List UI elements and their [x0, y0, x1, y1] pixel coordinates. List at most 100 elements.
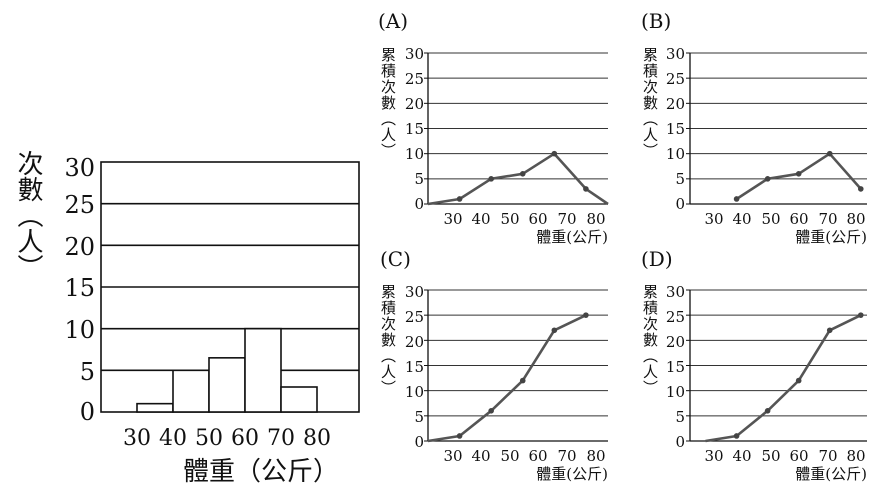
data-point: [488, 408, 494, 414]
y-tick-label: 20: [64, 233, 95, 261]
x-tick-label: 30: [123, 426, 151, 451]
x-tick-label: 40: [471, 210, 490, 228]
y-tick-label: 30: [666, 45, 685, 63]
y-tick-label: 15: [666, 120, 685, 138]
x-tick-label: 40: [732, 447, 751, 465]
x-tick-label: 70: [818, 447, 837, 465]
y-tick-label: 0: [80, 398, 95, 426]
y-tick-label: 15: [405, 120, 424, 138]
series-line: [427, 314, 587, 443]
panel-b: (B) 累積次數（人） 30 25 20 15 10 5 0 30 40 50 …: [641, 9, 867, 246]
y-tick-label: 30: [666, 283, 685, 301]
y-tick-label: 30: [64, 154, 95, 182]
panel-b-x-ticks: 30 40 50 60 70 80: [704, 210, 865, 228]
panel-tag: (A): [378, 9, 408, 33]
data-point: [857, 312, 864, 318]
panel-y-axis-label: 累積次數（人）: [641, 47, 659, 159]
x-tick-label: 80: [846, 447, 865, 465]
x-tick-label: 50: [500, 447, 519, 465]
data-point: [733, 196, 740, 202]
panel-tag: (C): [380, 247, 411, 271]
x-tick-label: 50: [500, 210, 519, 228]
x-tick-label: 80: [586, 210, 605, 228]
data-point: [764, 176, 771, 182]
y-tick-label: 25: [405, 308, 424, 326]
histogram-bars: [136, 327, 318, 413]
panel-tag: (D): [641, 247, 673, 271]
histogram-y-ticks: 30 25 20 15 10 5 0: [64, 154, 95, 426]
panel-y-axis-label: 累積次數（人）: [379, 284, 397, 396]
data-point: [551, 150, 558, 157]
x-tick-label: 30: [443, 447, 462, 465]
x-tick-label: 80: [846, 210, 865, 228]
x-tick-label: 50: [761, 210, 780, 228]
data-point: [795, 171, 802, 177]
data-point: [488, 176, 494, 182]
panel-x-axis-label: 體重(公斤): [536, 228, 608, 246]
x-tick-label: 80: [586, 447, 605, 465]
y-tick-label: 15: [64, 274, 95, 302]
y-tick-label: 0: [675, 195, 685, 213]
panel-c-x-ticks: 30 40 50 60 70 80: [443, 447, 605, 465]
x-tick-label: 30: [704, 210, 723, 228]
y-tick-label: 25: [666, 308, 685, 326]
y-tick-label: 20: [405, 333, 424, 351]
data-point: [733, 433, 740, 439]
y-tick-label: 15: [666, 358, 685, 376]
x-tick-label: 60: [789, 210, 808, 228]
histogram-x-ticks: 30 40 50 60 70 80: [123, 426, 331, 451]
x-tick-label: 60: [528, 210, 547, 228]
panel-x-axis-label: 體重(公斤): [795, 465, 867, 483]
y-tick-label: 5: [675, 170, 685, 188]
y-tick-label: 10: [666, 145, 685, 163]
y-tick-label: 5: [675, 408, 685, 426]
x-tick-label: 50: [761, 447, 780, 465]
panel-plot-area: [424, 52, 609, 206]
panel-b-y-ticks: 30 25 20 15 10 5 0: [666, 45, 685, 213]
panel-x-axis-label: 體重(公斤): [795, 228, 867, 246]
x-tick-label: 50: [195, 426, 223, 451]
data-point: [857, 186, 864, 192]
panel-d-y-ticks: 30 25 20 15 10 5 0: [666, 283, 685, 451]
x-tick-label: 60: [231, 426, 259, 451]
y-tick-label: 25: [405, 70, 424, 88]
data-point: [456, 196, 463, 202]
x-tick-label: 80: [303, 426, 331, 451]
panel-a-y-ticks: 30 25 20 15 10 5 0: [405, 45, 424, 213]
y-tick-label: 20: [666, 95, 685, 113]
y-tick-label: 5: [414, 408, 424, 426]
data-point: [551, 327, 558, 334]
panel-d: (D) 累積次數（人） 30 25 20 15 10 5 0 30 40 50 …: [641, 247, 867, 483]
y-tick-label: 10: [405, 383, 424, 401]
x-tick-label: 70: [267, 426, 295, 451]
data-point: [826, 150, 833, 157]
panel-tag: (B): [641, 9, 671, 33]
data-point: [764, 408, 771, 414]
y-tick-label: 10: [64, 316, 95, 344]
y-tick-label: 0: [414, 433, 424, 451]
data-point: [795, 377, 802, 384]
y-tick-label: 20: [405, 95, 424, 113]
panel-c: (C) 累積次數（人） 30 25 20 15 10 5 0 30 40 50 …: [379, 247, 608, 483]
y-tick-label: 25: [666, 70, 685, 88]
histogram-bar: [172, 369, 210, 413]
histogram-bar: [280, 386, 318, 413]
y-tick-label: 5: [80, 358, 95, 386]
histogram-bar: [208, 357, 246, 413]
panel-plot-area: [686, 289, 867, 443]
y-tick-label: 25: [64, 191, 95, 219]
x-tick-label: 40: [471, 447, 490, 465]
x-tick-label: 30: [443, 210, 462, 228]
data-point: [583, 312, 589, 318]
x-tick-label: 40: [732, 210, 751, 228]
panel-c-y-ticks: 30 25 20 15 10 5 0: [405, 283, 424, 451]
panel-y-axis-label: 累積次數（人）: [641, 284, 659, 396]
histogram-chart: 30 25 20 15 10 5 0 30 40 50 60 70 80 次數（…: [13, 150, 360, 487]
histogram-x-axis-label: 體重（公斤）: [183, 457, 339, 487]
histogram-bar: [244, 327, 282, 413]
y-tick-label: 10: [666, 383, 685, 401]
y-tick-label: 0: [675, 433, 685, 451]
data-point: [826, 327, 833, 334]
histogram-bar: [136, 402, 174, 413]
